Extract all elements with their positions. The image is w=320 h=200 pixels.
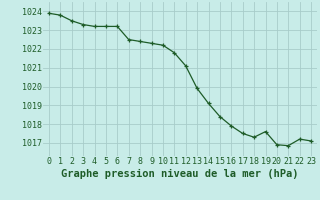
X-axis label: Graphe pression niveau de la mer (hPa): Graphe pression niveau de la mer (hPa) — [61, 169, 299, 179]
